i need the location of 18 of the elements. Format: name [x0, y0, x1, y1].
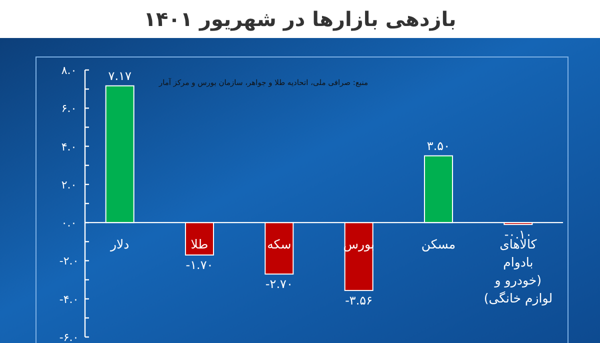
x-tick-label: طلا: [190, 236, 208, 252]
y-tick-label: ۰.۰: [61, 216, 77, 230]
y-tick-label: ۴.۰: [61, 140, 77, 154]
y-tick-label: ۸.۰: [61, 64, 77, 77]
data-label: -۳.۵۶: [345, 293, 373, 308]
y-tick-label: -۶.۰: [59, 331, 79, 343]
data-label: -۲.۷۰: [265, 277, 293, 292]
y-tick-label: ۲.۰: [61, 178, 77, 192]
data-label: ۳.۵۰: [426, 138, 450, 153]
x-tick-label: مسکن: [421, 236, 456, 253]
y-tick-label: ۶.۰: [61, 102, 77, 116]
chart-title: بازدهی بازارها در شهریور ۱۴۰۱: [144, 7, 456, 31]
y-tick-label: -۲.۰: [59, 254, 79, 268]
data-label: -۱.۷۰: [186, 258, 214, 272]
x-tick-label: سکه: [267, 236, 292, 252]
x-tick-label: دلار: [109, 236, 130, 253]
y-tick-label: -۴.۰: [59, 292, 79, 306]
data-label: ۷.۱۷: [108, 68, 132, 83]
